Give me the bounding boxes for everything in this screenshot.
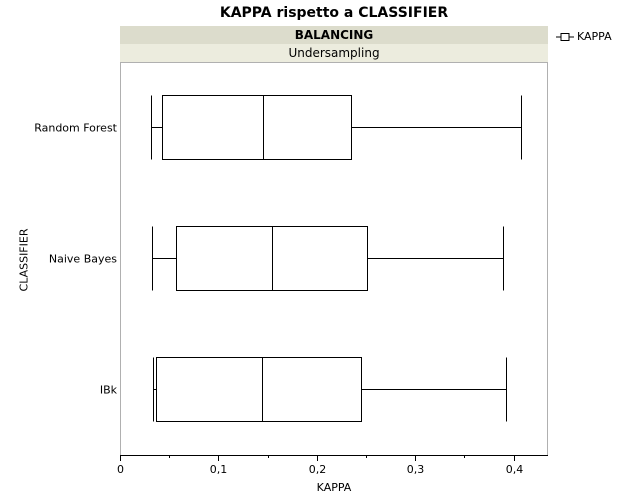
legend: KAPPA [556, 30, 612, 43]
x-tick-label: 0,2 [309, 463, 327, 476]
box [156, 357, 362, 422]
group-value: Undersampling [120, 44, 548, 62]
chart-title: KAPPA rispetto a CLASSIFIER [219, 5, 449, 21]
x-tick-label: 0,3 [407, 463, 425, 476]
category-label: IBk [100, 384, 118, 397]
x-tick-label: 0 [117, 463, 124, 476]
x-tick-label: 0,4 [506, 463, 524, 476]
category-label: Naive Bayes [49, 253, 117, 266]
x-axis-label: KAPPA [316, 481, 352, 494]
box-legend-icon [556, 32, 574, 41]
x-tick-label: 0,1 [210, 463, 228, 476]
legend-label: KAPPA [577, 30, 612, 43]
category-label: Random Forest [34, 122, 117, 135]
group-header: BALANCING [120, 26, 548, 44]
box [162, 95, 352, 160]
